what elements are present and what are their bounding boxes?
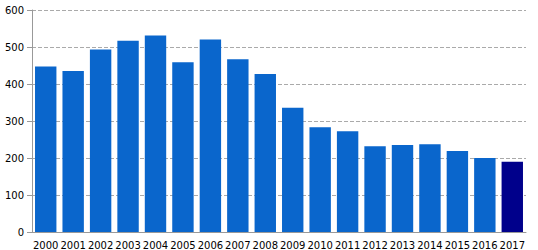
svg-text:2012: 2012 bbox=[362, 240, 387, 250]
svg-text:2016: 2016 bbox=[472, 240, 497, 250]
svg-text:2001: 2001 bbox=[60, 240, 85, 250]
svg-text:200: 200 bbox=[5, 153, 24, 164]
svg-text:2008: 2008 bbox=[253, 240, 278, 250]
svg-text:2004: 2004 bbox=[143, 240, 168, 250]
svg-text:400: 400 bbox=[5, 79, 24, 90]
svg-text:2005: 2005 bbox=[170, 240, 195, 250]
svg-text:2000: 2000 bbox=[33, 240, 58, 250]
svg-text:2010: 2010 bbox=[307, 240, 332, 250]
svg-text:600: 600 bbox=[5, 5, 24, 16]
svg-text:2013: 2013 bbox=[390, 240, 415, 250]
svg-text:0: 0 bbox=[18, 227, 24, 238]
svg-text:2011: 2011 bbox=[335, 240, 360, 250]
svg-text:100: 100 bbox=[5, 190, 24, 201]
svg-text:2014: 2014 bbox=[417, 240, 442, 250]
svg-text:2015: 2015 bbox=[445, 240, 470, 250]
svg-text:2017: 2017 bbox=[500, 240, 525, 250]
svg-text:2009: 2009 bbox=[280, 240, 305, 250]
svg-text:500: 500 bbox=[5, 42, 24, 53]
svg-text:2006: 2006 bbox=[198, 240, 223, 250]
svg-text:2003: 2003 bbox=[115, 240, 140, 250]
svg-text:2002: 2002 bbox=[88, 240, 113, 250]
svg-text:2007: 2007 bbox=[225, 240, 250, 250]
svg-text:300: 300 bbox=[5, 116, 24, 127]
